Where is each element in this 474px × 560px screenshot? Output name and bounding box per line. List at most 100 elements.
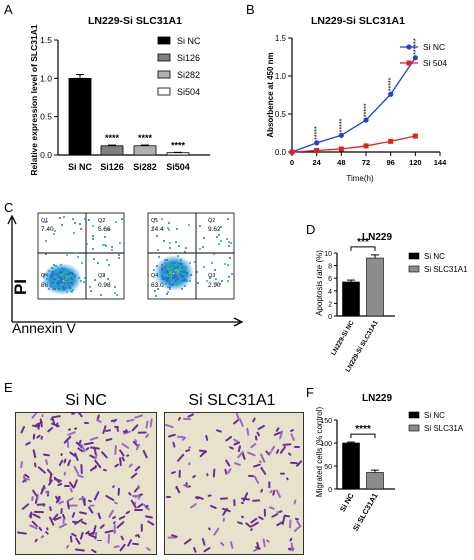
migrated-cell xyxy=(208,526,212,531)
flow-event-dot xyxy=(156,264,159,267)
flow-event-dot xyxy=(66,274,69,277)
flow-event-dot xyxy=(161,278,164,281)
migrated-cell xyxy=(73,427,77,431)
migrated-cell xyxy=(97,539,102,542)
migrated-cell xyxy=(60,452,63,457)
flow-event-dot xyxy=(226,237,229,240)
flow-event-dot xyxy=(167,221,170,224)
flow-event-dot xyxy=(93,258,96,261)
migrated-cell xyxy=(46,527,49,531)
flow-event-dot xyxy=(170,268,173,271)
migrated-cell xyxy=(286,477,290,481)
flow-event-dot xyxy=(63,277,66,280)
flow-event-dot xyxy=(106,278,109,281)
flow-event-dot xyxy=(50,277,53,280)
flow-event-dot xyxy=(176,272,179,275)
panel-c-q2-value-1: 9.62 xyxy=(208,226,221,233)
flow-event-dot xyxy=(57,286,60,289)
flow-event-dot xyxy=(103,243,106,246)
migrated-cell xyxy=(56,483,63,487)
flow-event-dot xyxy=(102,274,105,277)
migrated-cell xyxy=(71,511,76,518)
panel-c-q3-value-1: 2.90 xyxy=(208,282,221,289)
flow-event-dot xyxy=(180,274,183,277)
flow-event-dot xyxy=(99,293,102,296)
migrated-cell xyxy=(229,541,234,550)
migrated-cell xyxy=(21,503,30,511)
panel-b-series-line-1 xyxy=(291,135,416,153)
panel-b-xlabel: Time(h) xyxy=(346,174,374,183)
flow-event-dot xyxy=(166,291,169,294)
flow-event-dot xyxy=(58,284,60,287)
migrated-cell xyxy=(34,510,44,513)
migrated-cell xyxy=(111,516,117,520)
flow-event-dot xyxy=(77,277,80,280)
flow-event-dot xyxy=(168,274,171,277)
flow-event-dot xyxy=(59,284,62,287)
flow-event-dot xyxy=(58,275,61,278)
flow-event-dot xyxy=(186,272,189,275)
flow-event-dot xyxy=(162,277,165,280)
migrated-cell xyxy=(198,449,208,452)
flow-event-dot xyxy=(51,271,54,274)
migrated-cell xyxy=(125,418,134,423)
migrated-cell xyxy=(76,473,84,478)
flow-event-dot xyxy=(113,285,116,288)
migrated-cell xyxy=(121,456,125,462)
migrated-cell xyxy=(246,451,256,457)
flow-event-dot xyxy=(62,275,65,278)
panel-f-legend-label-0: Si NC xyxy=(424,411,445,420)
panel-a-legend-swatch-3 xyxy=(157,87,171,96)
panel-b-legend-label-0: Si NC xyxy=(423,42,445,52)
panel-b-xtick-label-0: 0 xyxy=(290,158,294,167)
migrated-cell xyxy=(188,462,191,466)
panel-d-xtick-label-0: LN229-Si NC xyxy=(330,319,356,357)
flow-event-dot xyxy=(70,290,73,293)
migrated-cell xyxy=(32,433,35,440)
flow-event-dot xyxy=(171,276,174,279)
panel-b-point-1-3 xyxy=(363,143,369,149)
panel-d-title: LN229 xyxy=(362,232,392,243)
migrated-cell xyxy=(142,449,148,458)
flow-event-dot xyxy=(231,272,233,275)
panel-b-ytick-label-2: 1.0 xyxy=(275,72,287,81)
flow-event-dot xyxy=(174,270,177,273)
flow-event-dot xyxy=(227,279,230,282)
migrated-cell xyxy=(63,484,70,487)
flow-event-dot xyxy=(76,256,79,259)
flow-event-dot xyxy=(173,278,176,280)
flow-event-dot xyxy=(65,282,68,285)
flow-event-dot xyxy=(198,248,201,251)
flow-event-dot xyxy=(213,253,216,256)
migrated-cell xyxy=(171,471,177,475)
flow-event-dot xyxy=(156,287,159,290)
panel-c-x-arrow-head xyxy=(233,317,244,327)
migrated-cell xyxy=(237,445,241,453)
migrated-cell xyxy=(178,470,181,478)
flow-event-dot xyxy=(55,264,58,267)
flow-event-dot xyxy=(118,242,121,245)
flow-event-dot xyxy=(70,286,72,289)
flow-event-dot xyxy=(69,289,72,292)
flow-event-dot xyxy=(54,273,57,276)
flow-event-dot xyxy=(103,227,105,230)
migrated-cell xyxy=(145,420,149,430)
panel-f-ytick-label-3: 150 xyxy=(320,418,332,425)
flow-event-dot xyxy=(228,276,231,279)
panel-d-ytick-label-1: 2 xyxy=(328,301,332,308)
migrated-cell xyxy=(114,444,117,455)
panel-b-legend-label-1: Si 504 xyxy=(423,58,447,68)
panel-f-significance: **** xyxy=(355,424,371,435)
migrated-cell xyxy=(225,459,231,467)
migrated-cell xyxy=(257,425,266,431)
panel-a-legend-swatch-2 xyxy=(157,70,171,79)
migrated-cell xyxy=(63,518,65,525)
panel-c-q1-label-0: Q1 xyxy=(41,218,48,224)
migrated-cell xyxy=(290,461,299,464)
panel-f-bar-0 xyxy=(342,442,360,490)
flow-event-dot xyxy=(180,259,182,262)
panel-d-bar-1 xyxy=(366,257,384,317)
flow-event-dot xyxy=(154,290,156,292)
migrated-cell xyxy=(239,418,245,428)
flow-event-dot xyxy=(61,275,64,278)
